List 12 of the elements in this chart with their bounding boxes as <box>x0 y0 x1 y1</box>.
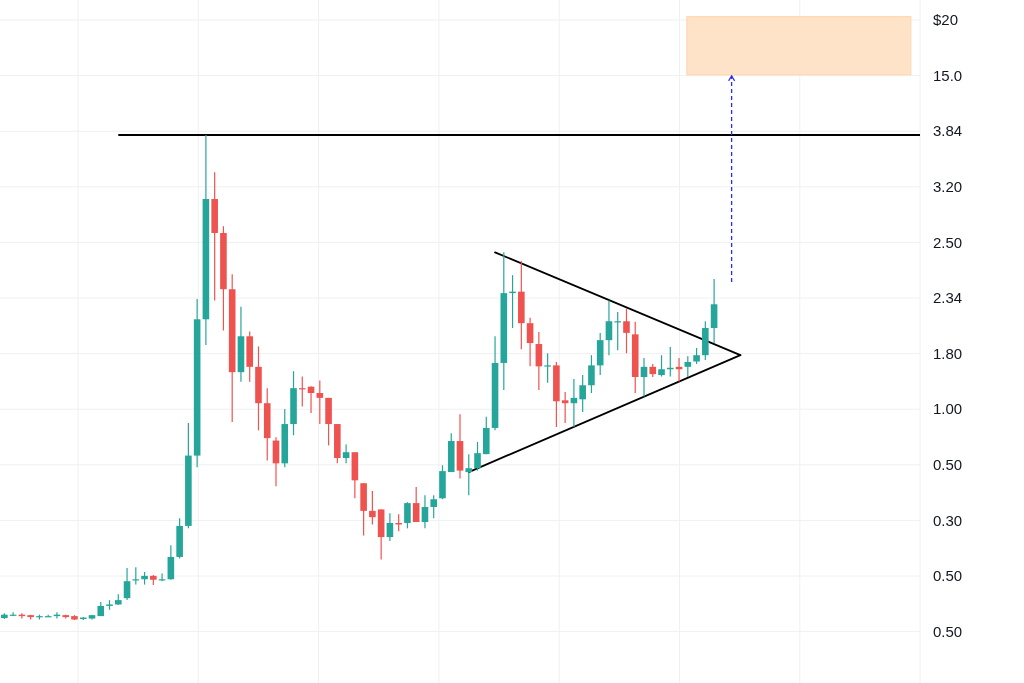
text: 3.84 <box>933 122 963 140</box>
text: 1.00 <box>933 400 963 418</box>
text: 3.20 <box>933 178 963 196</box>
text: 2.34 <box>933 289 963 307</box>
text: 15.0 <box>933 66 963 84</box>
text: $20 <box>933 11 959 29</box>
text: 0.50 <box>933 622 963 640</box>
text: 2.50 <box>933 233 963 251</box>
text: 1.80 <box>933 344 963 362</box>
text: 0.50 <box>933 456 963 474</box>
text: 0.50 <box>933 567 963 585</box>
text: 0.30 <box>933 511 963 529</box>
